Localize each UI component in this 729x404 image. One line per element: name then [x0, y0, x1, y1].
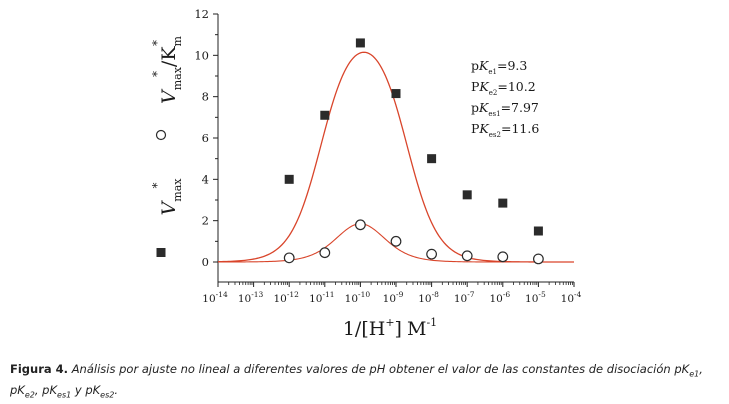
y-axis-ticks: 0 2 4 6 8 10 12 [194, 7, 218, 269]
x-tick-label: 10-4 [561, 290, 582, 305]
ylabel-upper-ksup: * [150, 40, 164, 46]
caption-terms: pKe1, pKe2, pKes1 y pKes2. [10, 362, 703, 400]
x-tick-label: 10-7 [454, 290, 475, 305]
fit-curves [217, 51, 575, 263]
ylabel-lower-v: V [158, 199, 180, 215]
data-point-circle [283, 252, 295, 264]
data-point-circle [390, 235, 402, 247]
x-tick-label: 10-14 [202, 290, 228, 305]
xlabel-unit: M [407, 318, 426, 340]
caption-label: Figura 4. [10, 362, 69, 376]
xlabel-unit-sup: -1 [426, 316, 437, 329]
ylabel-upper-v: V [158, 88, 180, 104]
y-axis-label-lower: Vmax * [150, 178, 184, 216]
data-point-square [284, 174, 294, 184]
y-tick-label: 4 [202, 172, 209, 186]
x-tick-label: 10-11 [309, 290, 334, 305]
y-tick-label: 8 [202, 90, 209, 104]
data-point-square [320, 110, 330, 120]
data-point-circle [355, 219, 366, 231]
ylabel-lower-sub: max [171, 178, 184, 202]
ylabel-upper-ksub: m [171, 35, 184, 46]
data-point-circle [497, 251, 509, 263]
y-tick-label: 0 [202, 255, 209, 269]
caption-text: Análisis por ajuste no lineal a diferent… [71, 362, 671, 376]
ylabel-upper-sub: max [171, 66, 184, 90]
xlabel-main: 1/[H [343, 318, 385, 340]
data-point-circle [461, 250, 473, 262]
data-point-square [355, 38, 365, 48]
svg-text:Vmax*/Km*: Vmax*/Km* [150, 35, 184, 104]
fit-curve-circles [218, 223, 574, 263]
x-tick-label: 10-12 [273, 290, 299, 305]
legend-filled-square-icon [156, 248, 166, 257]
pk-annotation: pKe1=9.3 [471, 58, 527, 76]
x-axis-ticks: 10-14 10-13 10-12 10-11 10-10 10-9 10-8 10-7 10-… [202, 282, 582, 305]
pk-annotation: PKes2=11.6 [471, 121, 539, 139]
y-axis-label-upper: Vmax*/Km* [150, 35, 184, 104]
pk-annotation: PKe2=10.2 [471, 79, 536, 97]
data-point-circle [426, 248, 438, 260]
xlabel-close: ] [395, 318, 402, 340]
x-tick-label: 10-6 [489, 290, 510, 305]
svg-text:1/[H+]M-1: 1/[H+] M-1 [343, 316, 437, 340]
y-tick-label: 10 [194, 48, 209, 62]
x-axis-label: 1/[H+] M-1 [343, 316, 437, 340]
figure-caption: Figura 4. Análisis por ajuste no lineal … [10, 361, 722, 404]
x-tick-label: 10-13 [238, 290, 264, 305]
ylabel-lower-sup: * [150, 183, 164, 189]
ylabel-upper-slash: /K [158, 46, 180, 67]
svg-text:Vmax*: Vmax * [150, 178, 184, 216]
data-point-square [427, 154, 437, 164]
data-point-circle [319, 247, 331, 259]
data-point-square [462, 190, 472, 200]
pk-annotation: pKes1=7.97 [471, 100, 539, 118]
data-point-circle [533, 253, 544, 265]
data-point-square [498, 198, 508, 208]
data-point-square [533, 226, 543, 236]
xlabel-sup: + [385, 316, 394, 329]
pk-annotations: pKe1=9.3 PKe2=10.2 pKes1=7.97 PKes2=11.6 [471, 58, 539, 139]
x-tick-label: 10-8 [418, 290, 439, 305]
x-tick-label: 10-10 [345, 290, 371, 305]
legend-open-circle-icon [155, 129, 167, 141]
y-tick-label: 2 [202, 214, 209, 228]
ylabel-upper-sup: * [150, 71, 164, 77]
x-tick-label: 10-9 [383, 290, 404, 305]
data-point-square [391, 89, 401, 99]
data-points [283, 38, 544, 265]
y-tick-label: 6 [202, 131, 209, 145]
y-tick-label: 12 [194, 7, 209, 21]
x-tick-label: 10-5 [525, 290, 546, 305]
